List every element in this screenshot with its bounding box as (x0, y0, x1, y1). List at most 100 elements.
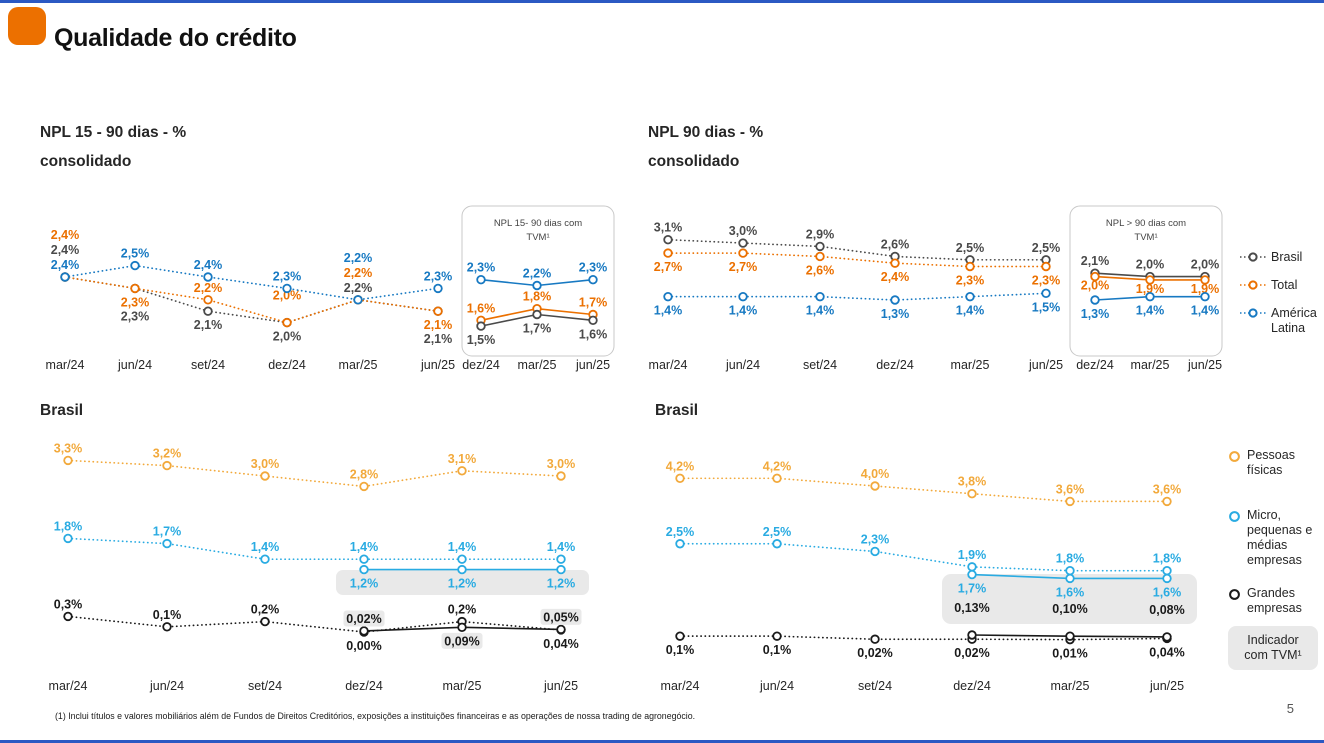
value-label: 2,2% (344, 251, 373, 265)
series-Total: 2,4% 2,3% 2,2% 2,0% 2,2% 2,1% (51, 228, 453, 332)
category-labels: dez/24 mar/25 jun/25 (462, 358, 610, 372)
value-label: 2,4% (881, 270, 910, 284)
series-line (67, 537, 562, 561)
data-point (772, 473, 782, 483)
value-label: 2,2% (344, 266, 373, 280)
data-point (1162, 573, 1172, 584)
series-Pessoas físicas: 3,3% 3,2% 3,0% 2,8% 3,1% 3,0% (54, 441, 576, 492)
inset-title: NPL > 90 dias com (1106, 218, 1186, 229)
data-point (60, 272, 70, 282)
data-point (1065, 573, 1075, 584)
value-label: 2,3% (121, 295, 150, 309)
data-point (663, 291, 673, 302)
data-point (359, 626, 369, 636)
data-point (359, 564, 369, 575)
value-label: 2,3% (467, 261, 496, 275)
value-label: 1,6% (467, 301, 496, 315)
tvm-highlight-band (336, 570, 589, 595)
series-line (64, 264, 439, 301)
value-label: 2,7% (654, 260, 683, 274)
data-point (130, 283, 140, 294)
value-label: 1,8% (523, 290, 552, 304)
data-point (738, 248, 748, 258)
value-label: 2,3% (121, 309, 150, 323)
value-label: 1,7% (579, 296, 608, 310)
category-label: dez/24 (953, 679, 991, 693)
data-point (532, 280, 542, 291)
data-point (588, 274, 598, 285)
data-point (815, 251, 825, 262)
value-label: 1,5% (467, 333, 496, 347)
data-point (967, 630, 977, 640)
value-label: 2,1% (424, 332, 453, 346)
category-label: jun/24 (117, 358, 152, 372)
data-point (965, 291, 975, 302)
data-point (353, 295, 363, 305)
data-point (1090, 271, 1100, 282)
data-point (870, 546, 880, 557)
value-label: 1,4% (251, 540, 280, 554)
series-Micro, pequenas e médias empresas (com TVM): 1,7% 1,6% 1,6% (958, 569, 1181, 599)
value-label: 2,5% (666, 525, 695, 539)
value-label: 0,08% (1149, 603, 1184, 617)
value-label: 2,3% (1032, 274, 1061, 288)
category-label: jun/24 (759, 679, 794, 693)
value-label: 1,4% (729, 304, 758, 318)
data-point (1090, 295, 1100, 305)
series-América Latina: 1,4% 1,4% 1,4% 1,3% 1,4% 1,5% (654, 288, 1060, 321)
data-point (532, 309, 542, 320)
value-label: 3,0% (547, 457, 576, 471)
data-point (675, 539, 685, 549)
data-point (1200, 291, 1210, 302)
data-point (457, 564, 467, 575)
value-label: 2,3% (273, 269, 302, 283)
value-label: 3,2% (153, 447, 182, 461)
chart-title-text: Brasil (655, 402, 699, 419)
category-label: set/24 (248, 679, 282, 693)
category-label: jun/25 (575, 358, 610, 372)
tvm-highlight-band (942, 574, 1197, 624)
value-label: 1,4% (956, 304, 985, 318)
data-point (457, 554, 467, 564)
value-label: 1,8% (54, 519, 83, 533)
data-point (663, 248, 673, 258)
legend-label: Pessoas físicas (1247, 448, 1295, 477)
value-label: 2,4% (51, 258, 80, 272)
data-point (1041, 261, 1051, 272)
chart-title-text: NPL 90 dias - % (648, 124, 764, 141)
chart-title-npl-90: NPL 90 dias - % consolidado (648, 118, 763, 176)
data-point (967, 489, 977, 499)
value-label: 1,8% (1153, 552, 1182, 566)
chart-npl-15-90: 2,4% 2,3% 2,1% 2,0% 2,2% 2,1% 2,4% 2,3% 2,2% 2,0%… (46, 228, 456, 372)
value-label: 0,09% (444, 634, 479, 648)
data-point (130, 260, 140, 271)
value-label: 2,1% (194, 318, 223, 332)
legend-label: Total (1271, 278, 1298, 292)
series-line (667, 292, 1047, 301)
legend-tvm-indicator-box: Indicador com TVM¹ (1228, 626, 1318, 670)
data-point (433, 306, 443, 316)
data-point (1162, 632, 1172, 642)
value-label: 0,2% (448, 603, 477, 617)
data-point (815, 241, 825, 252)
data-point (965, 261, 975, 272)
total-line-marker-icon (1240, 280, 1266, 290)
category-label: jun/25 (1187, 358, 1222, 372)
data-point (1065, 496, 1075, 507)
series-line (667, 252, 1047, 268)
data-point (890, 258, 900, 268)
series-Grandes empresas: 0,3% 0,1% 0,2% 0,00% 0,2% 0,04% (54, 597, 579, 653)
value-label: 2,0% (1191, 258, 1220, 272)
footnote: (1) Inclui títulos e valores mobiliários… (55, 711, 696, 721)
value-label: 2,5% (763, 525, 792, 539)
legend-brasil-segments: Pessoas físicas Micro, pequenas e médias… (1228, 448, 1324, 670)
value-label: 1,2% (547, 577, 576, 591)
value-label: 2,6% (806, 263, 835, 277)
series-Grandes empresas (com TVM): 0,02% 0,09% 0,05% (343, 608, 582, 649)
data-point (359, 554, 369, 564)
data-point (556, 564, 566, 575)
data-point (675, 473, 685, 483)
tvm-label-box (540, 608, 582, 625)
series-América Latina: 2,4% 2,5% 2,4% 2,3% 2,2% 2,3% (51, 247, 452, 305)
